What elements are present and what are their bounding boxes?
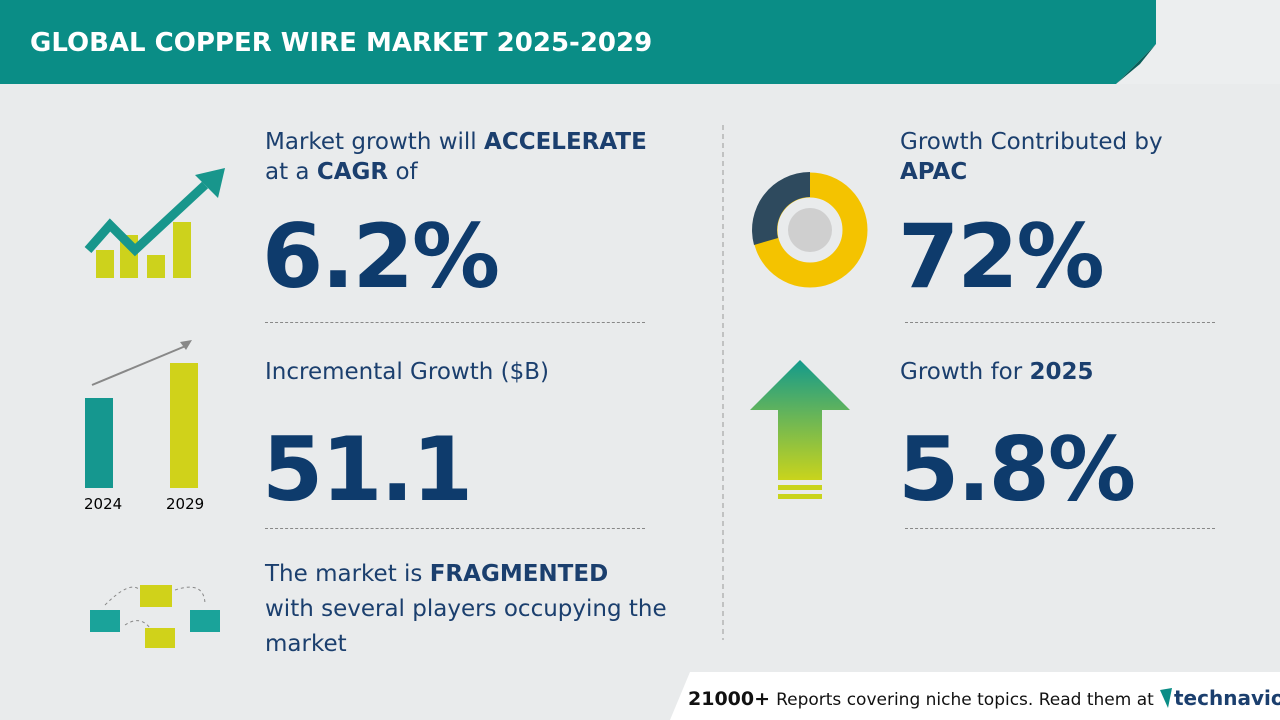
cagr-text: Market growth will ACCELERATE at a CAGR … <box>265 127 705 187</box>
text: Growth Contributed by <box>900 129 1163 155</box>
emphasis: ACCELERATE <box>484 129 647 155</box>
text: at a <box>265 159 310 185</box>
emphasis: FRAGMENTED <box>429 561 609 587</box>
year-label: 2029 <box>166 495 205 513</box>
text: of <box>395 159 418 185</box>
incremental-label: Incremental Growth ($B) <box>265 359 549 385</box>
text: Growth for <box>900 359 1023 385</box>
region-text: Growth Contributed by APAC <box>900 127 1163 187</box>
footer-count: 21000+ <box>688 688 771 710</box>
region-value: 72% <box>898 205 1105 308</box>
title: GLOBAL COPPER WIRE MARKET 2025-2029 <box>30 28 653 58</box>
year-label: 2024 <box>84 495 123 513</box>
text: Market growth will <box>265 129 477 155</box>
incremental-value: 51.1 <box>262 418 473 521</box>
emphasis: 2025 <box>1029 359 1094 385</box>
text: with several players occupying the marke… <box>265 596 667 657</box>
brand: technavio <box>1174 686 1280 710</box>
footer: 21000+ Reports covering niche topics. Re… <box>688 688 1154 710</box>
text: The market is <box>265 561 423 587</box>
yoy-text: Growth for 2025 <box>900 357 1094 387</box>
cagr-value: 6.2% <box>262 205 500 308</box>
emphasis: APAC <box>900 159 968 185</box>
structure-text: The market is FRAGMENTED with several pl… <box>265 557 695 662</box>
yoy-value: 5.8% <box>898 418 1136 521</box>
footer-text: Reports covering niche topics. Read them… <box>776 690 1154 710</box>
emphasis: CAGR <box>316 159 389 185</box>
